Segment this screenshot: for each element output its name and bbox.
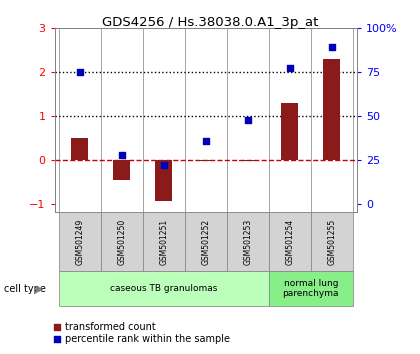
Bar bbox=[281, 103, 298, 160]
Bar bbox=[323, 59, 340, 160]
Text: GSM501249: GSM501249 bbox=[75, 218, 84, 265]
Point bbox=[53, 325, 60, 330]
Text: GSM501251: GSM501251 bbox=[159, 218, 168, 265]
Bar bbox=[197, 160, 214, 161]
Text: transformed count: transformed count bbox=[65, 322, 156, 332]
FancyBboxPatch shape bbox=[101, 212, 143, 271]
Point bbox=[244, 118, 251, 123]
Bar bbox=[239, 160, 256, 161]
Text: GSM501254: GSM501254 bbox=[285, 218, 294, 265]
Point bbox=[328, 44, 335, 50]
Text: GSM501252: GSM501252 bbox=[201, 218, 210, 265]
Bar bbox=[71, 138, 88, 160]
Point bbox=[286, 65, 293, 70]
Text: cell type: cell type bbox=[4, 284, 46, 293]
Point bbox=[53, 336, 60, 342]
FancyBboxPatch shape bbox=[59, 271, 269, 306]
FancyBboxPatch shape bbox=[269, 212, 311, 271]
FancyBboxPatch shape bbox=[311, 212, 353, 271]
Text: GSM501253: GSM501253 bbox=[243, 218, 252, 265]
Bar bbox=[155, 160, 172, 201]
Text: GSM501250: GSM501250 bbox=[117, 218, 126, 265]
Bar bbox=[113, 160, 130, 179]
FancyBboxPatch shape bbox=[227, 212, 269, 271]
FancyBboxPatch shape bbox=[143, 212, 185, 271]
Point bbox=[76, 69, 83, 75]
Text: GDS4256 / Hs.38038.0.A1_3p_at: GDS4256 / Hs.38038.0.A1_3p_at bbox=[102, 16, 318, 29]
Text: GSM501255: GSM501255 bbox=[327, 218, 336, 265]
Point bbox=[160, 162, 167, 168]
Point bbox=[202, 138, 209, 144]
Text: caseous TB granulomas: caseous TB granulomas bbox=[110, 284, 218, 293]
FancyBboxPatch shape bbox=[269, 271, 353, 306]
Text: normal lung
parenchyma: normal lung parenchyma bbox=[283, 279, 339, 298]
Point bbox=[118, 153, 125, 158]
FancyBboxPatch shape bbox=[185, 212, 227, 271]
FancyBboxPatch shape bbox=[59, 212, 101, 271]
Text: ▶: ▶ bbox=[36, 284, 44, 293]
Text: percentile rank within the sample: percentile rank within the sample bbox=[65, 334, 230, 344]
